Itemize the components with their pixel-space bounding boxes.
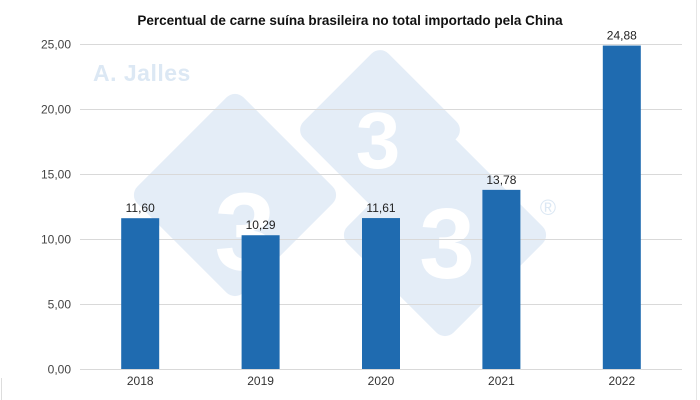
watermark-author: A. Jalles bbox=[93, 60, 191, 86]
x-axis: 2018 2019 2020 2021 2022 bbox=[127, 374, 636, 388]
y-tick-label: 20,00 bbox=[41, 103, 71, 117]
frame-edge bbox=[1, 378, 2, 400]
bar-2020 bbox=[362, 218, 400, 369]
svg-text:3: 3 bbox=[419, 188, 475, 300]
y-tick-label: 15,00 bbox=[41, 168, 71, 182]
value-label: 24,88 bbox=[607, 29, 637, 43]
gridlines bbox=[80, 44, 682, 370]
x-tick-label: 2022 bbox=[608, 374, 635, 388]
value-label: 13,78 bbox=[486, 173, 516, 187]
x-tick-label: 2021 bbox=[488, 374, 515, 388]
y-axis: 0,00 5,00 10,00 15,00 20,00 25,00 bbox=[41, 38, 71, 377]
y-tick-label: 25,00 bbox=[41, 38, 71, 52]
x-tick-label: 2018 bbox=[127, 374, 154, 388]
bar-2019 bbox=[241, 235, 280, 369]
bar-2018 bbox=[121, 218, 160, 369]
y-tick-label: 10,00 bbox=[41, 233, 71, 247]
svg-text:3: 3 bbox=[356, 96, 401, 185]
x-tick-label: 2019 bbox=[247, 374, 274, 388]
bars: 11,60 10,29 11,61 13,78 24,88 bbox=[121, 29, 641, 370]
y-tick-label: 5,00 bbox=[48, 298, 72, 312]
x-tick-label: 2020 bbox=[368, 374, 395, 388]
frame-border bbox=[696, 0, 697, 400]
value-label: 10,29 bbox=[246, 218, 276, 232]
value-label: 11,60 bbox=[126, 201, 155, 215]
bar-2021 bbox=[482, 189, 521, 369]
chart-title: Percentual de carne suína brasileira no … bbox=[137, 13, 563, 28]
bar-2022 bbox=[602, 45, 641, 370]
registered-mark-icon: ® bbox=[540, 195, 556, 220]
value-label: 11,61 bbox=[366, 201, 395, 215]
y-tick-label: 0,00 bbox=[48, 363, 72, 377]
